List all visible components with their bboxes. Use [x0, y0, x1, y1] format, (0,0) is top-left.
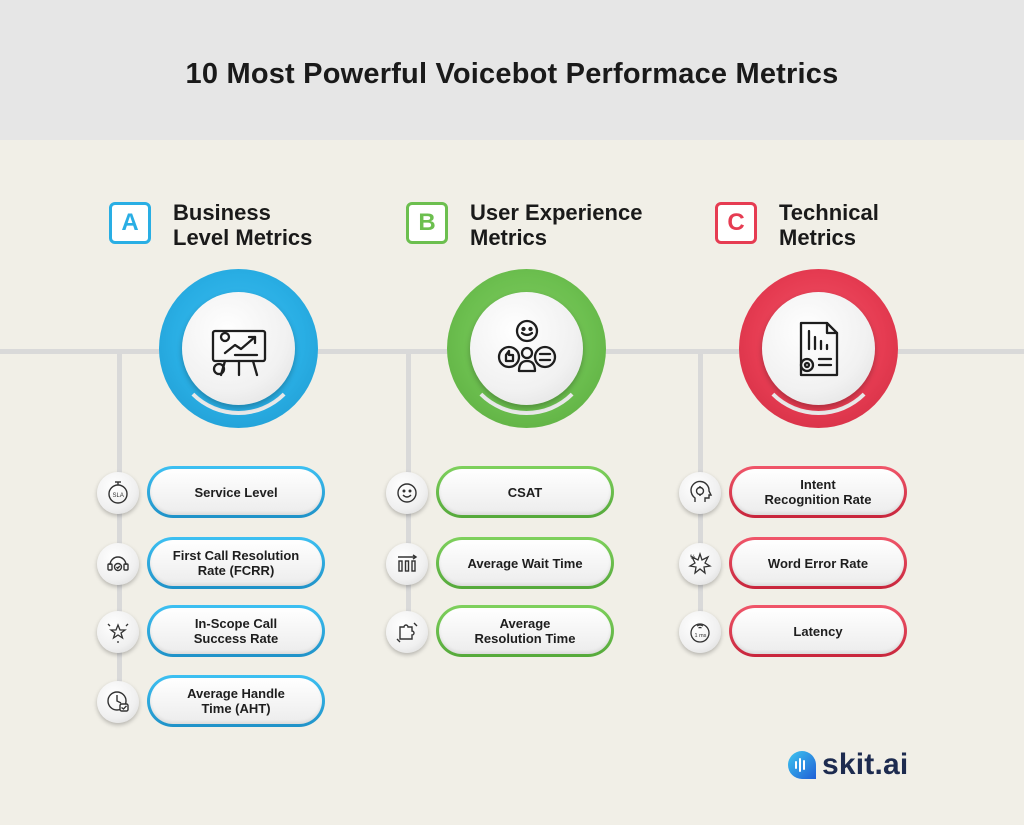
user-feedback-icon — [470, 292, 583, 405]
metric-item: SLA Service Level — [97, 466, 337, 518]
head-target-icon — [679, 472, 721, 514]
badge-c: C — [715, 202, 757, 244]
metric-item: First Call Resolution Rate (FCRR) — [97, 537, 337, 589]
metric-label: Word Error Rate — [732, 540, 904, 586]
metric-item: CSAT — [386, 466, 626, 518]
skit-logo: skit.ai — [786, 748, 908, 782]
bars-icon — [386, 543, 428, 585]
latency-signal-icon: 1 ms — [679, 611, 721, 653]
column-user-experience: B User Experience Metrics CSAT — [340, 0, 680, 825]
puzzle-icon — [386, 611, 428, 653]
metric-label: First Call Resolution Rate (FCRR) — [150, 540, 322, 586]
svg-text:%: % — [690, 555, 696, 561]
heading-user-experience-text: User Experience Metrics — [470, 200, 643, 250]
metric-label: Intent Recognition Rate — [732, 469, 904, 515]
metric-label: CSAT — [439, 469, 611, 515]
clock-check-icon — [97, 681, 139, 723]
circle-business — [159, 269, 318, 428]
metric-item: Intent Recognition Rate — [679, 466, 919, 518]
heading-user-experience: B User Experience Metrics — [406, 200, 642, 250]
star-sparkle-icon — [97, 611, 139, 653]
metric-item: 1 ms Latency — [679, 605, 919, 657]
metric-label: Average Wait Time — [439, 540, 611, 586]
heading-business-text: Business Level Metrics — [173, 200, 313, 250]
metric-label: Average Resolution Time — [439, 608, 611, 654]
badge-a: A — [109, 202, 151, 244]
presentation-chart-icon — [182, 292, 295, 405]
heading-business: A Business Level Metrics — [109, 200, 312, 250]
report-gear-icon — [762, 292, 875, 405]
heading-technical-text: Technical Metrics — [779, 200, 879, 250]
metric-item: In-Scope Call Success Rate — [97, 605, 337, 657]
svg-text:1 ms: 1 ms — [695, 633, 707, 639]
connector-vertical — [117, 352, 122, 714]
badge-b: B — [406, 202, 448, 244]
skit-logo-icon — [788, 751, 816, 779]
metric-label: In-Scope Call Success Rate — [150, 608, 322, 654]
metric-item: Average Resolution Time — [386, 605, 626, 657]
header-band — [0, 0, 1024, 140]
svg-text:SLA: SLA — [113, 493, 124, 499]
sla-stopwatch-icon: SLA — [97, 472, 139, 514]
circle-technical — [739, 269, 898, 428]
metric-item: Average Wait Time — [386, 537, 626, 589]
metric-label: Service Level — [150, 469, 322, 515]
percent-burst-icon: % — [679, 543, 721, 585]
heading-technical: C Technical Metrics — [715, 200, 879, 250]
column-business: A Business Level Metrics SLA Service Lev… — [0, 0, 340, 825]
metric-label: Latency — [732, 608, 904, 654]
headset-check-icon — [97, 543, 139, 585]
column-technical: C Technical Metrics Intent Recognition Ra… — [660, 0, 1024, 825]
smiley-icon — [386, 472, 428, 514]
metric-item: % Word Error Rate — [679, 537, 919, 589]
metric-label: Average Handle Time (AHT) — [150, 678, 322, 724]
page-title: 10 Most Powerful Voicebot Performace Met… — [185, 58, 839, 90]
circle-user-experience — [447, 269, 606, 428]
metric-item: Average Handle Time (AHT) — [97, 675, 337, 727]
logo-text: skit.ai — [822, 748, 909, 781]
